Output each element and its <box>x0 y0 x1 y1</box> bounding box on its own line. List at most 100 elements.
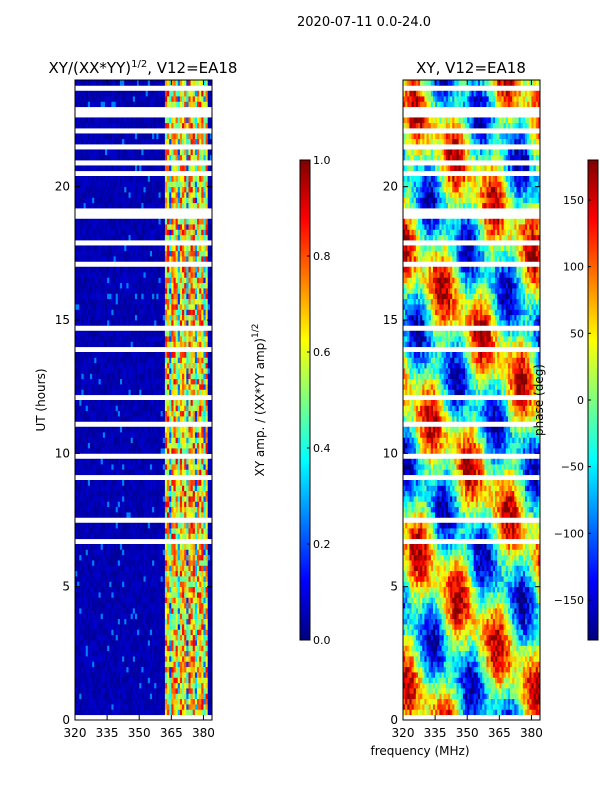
heatmap-cell <box>194 298 198 305</box>
heatmap-cell <box>79 650 82 657</box>
heatmap-cell <box>209 341 212 348</box>
heatmap-cell <box>115 320 119 326</box>
heatmap-cell <box>207 357 211 364</box>
heatmap-cell <box>192 533 196 540</box>
heatmap-cell <box>117 677 121 684</box>
heatmap-cell <box>119 480 123 486</box>
heatmap-cell <box>107 416 110 422</box>
heatmap-cell <box>209 506 212 513</box>
heatmap-cell <box>113 336 117 342</box>
heatmap-cell <box>75 640 78 646</box>
heatmap-cell <box>209 688 212 694</box>
heatmap-cell <box>89 352 93 358</box>
heatmap-cell <box>205 533 209 540</box>
heatmap-cell <box>100 341 104 348</box>
heatmap-cell <box>199 277 202 284</box>
heatmap-cell <box>141 464 144 470</box>
heatmap-cell <box>192 506 196 513</box>
heatmap-cell <box>124 522 127 529</box>
heatmap-cell <box>115 448 119 454</box>
heatmap-cell <box>119 405 123 412</box>
heatmap-cell <box>188 496 191 502</box>
heatmap-cell <box>104 698 108 705</box>
heatmap-cell <box>182 341 185 348</box>
heatmap-cell <box>115 634 119 641</box>
heatmap-cell <box>141 533 144 540</box>
heatmap-cell <box>104 549 108 556</box>
heatmap-cell <box>143 682 147 689</box>
heatmap-cell <box>132 277 136 284</box>
heatmap-cell <box>81 634 84 641</box>
heatmap-cell <box>143 336 147 342</box>
heatmap-row <box>75 309 212 316</box>
heatmap-cell <box>124 570 127 577</box>
heatmap-cell <box>137 277 140 284</box>
heatmap-cell <box>94 709 97 716</box>
heatmap-cell <box>197 496 200 502</box>
heatmap-cell <box>177 592 181 598</box>
heatmap-cell <box>145 629 149 636</box>
heatmap-cell <box>207 549 211 556</box>
heatmap-cell <box>149 485 153 492</box>
heatmap-cell <box>199 624 202 630</box>
heatmap-cell <box>98 485 102 492</box>
heatmap-cell <box>207 485 211 492</box>
heatmap-cell <box>139 485 142 492</box>
heatmap-cell <box>179 528 183 534</box>
heatmap-cell <box>130 362 134 369</box>
heatmap-cell <box>137 410 140 417</box>
heatmap-cell <box>199 282 202 289</box>
heatmap-cell <box>194 666 198 673</box>
heatmap-cell <box>124 304 127 310</box>
heatmap-cell <box>175 496 179 502</box>
heatmap-cell <box>171 266 174 273</box>
heatmap-cell <box>113 298 117 305</box>
heatmap-cell <box>152 288 155 294</box>
heatmap-cell <box>182 629 185 636</box>
heatmap-cell <box>175 448 179 454</box>
amp-heatmap <box>75 80 212 720</box>
heatmap-row <box>75 618 212 625</box>
heatmap-cell <box>81 352 84 358</box>
heatmap-row <box>75 341 212 348</box>
heatmap-cell <box>128 501 132 508</box>
heatmap-cell <box>139 677 142 684</box>
heatmap-cell <box>111 506 114 513</box>
heatmap-cell <box>87 416 91 422</box>
heatmap-cell <box>119 437 123 444</box>
heatmap-cell <box>184 400 187 406</box>
heatmap-cell <box>117 629 121 636</box>
heatmap-cell <box>119 298 123 305</box>
heatmap-cell <box>194 400 198 406</box>
heatmap-cell <box>75 512 78 518</box>
heatmap-cell <box>147 378 151 385</box>
heatmap-cell <box>201 288 204 294</box>
heatmap-cell <box>117 602 121 609</box>
heatmap-cell <box>113 581 117 588</box>
heatmap-cell <box>124 624 127 630</box>
heatmap-cell <box>111 480 114 486</box>
heatmap-cell <box>115 330 119 337</box>
heatmap-cell <box>113 586 117 593</box>
heatmap-cell <box>184 581 187 588</box>
heatmap-cell <box>128 672 132 678</box>
heatmap-cell <box>109 298 112 305</box>
heatmap-cell <box>115 704 119 710</box>
heatmap-cell <box>164 309 168 316</box>
heatmap-cell <box>160 437 164 444</box>
heatmap-cell <box>171 373 174 380</box>
heatmap-cell <box>83 661 87 668</box>
heatmap-cell <box>188 384 191 390</box>
heatmap-cell <box>156 496 159 502</box>
heatmap-cell <box>134 266 138 273</box>
heatmap-cell <box>156 528 159 534</box>
heatmap-cell <box>126 613 129 620</box>
heatmap-cell <box>143 565 147 572</box>
heatmap-cell <box>182 320 185 326</box>
heatmap-cell <box>96 266 99 273</box>
heatmap-cell <box>117 416 121 422</box>
heatmap-cell <box>209 554 212 561</box>
heatmap-cell <box>137 709 140 716</box>
heatmap-cell <box>107 634 110 641</box>
heatmap-cell <box>167 314 170 321</box>
